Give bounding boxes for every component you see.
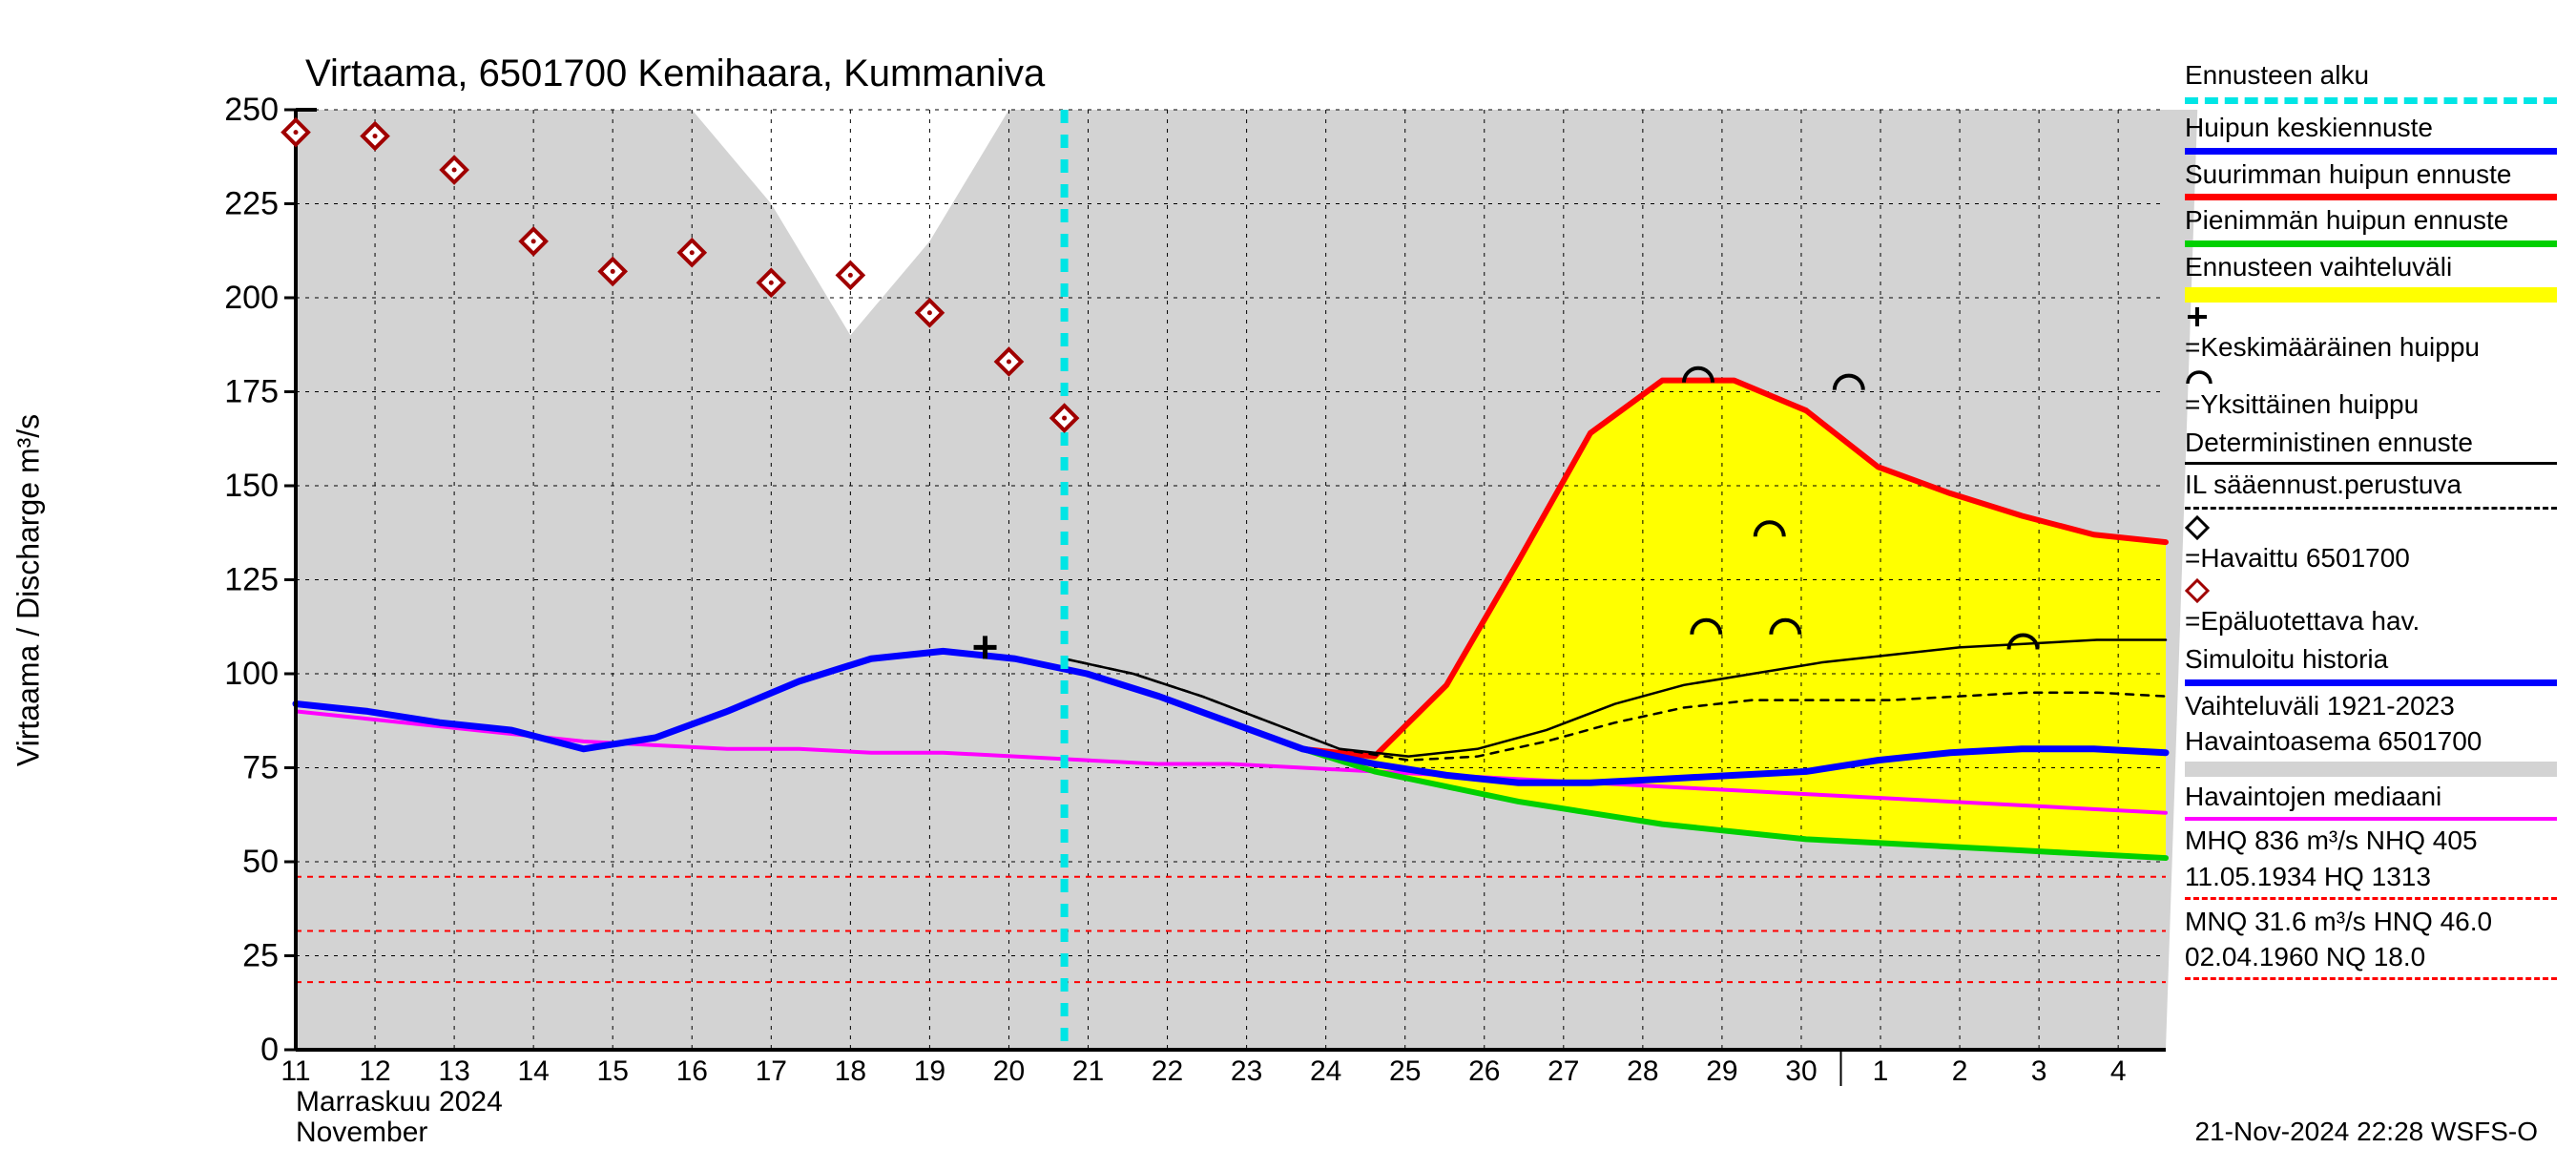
- svg-text:225: 225: [224, 186, 279, 222]
- svg-text:11: 11: [280, 1055, 310, 1087]
- svg-text:19: 19: [914, 1055, 945, 1087]
- x-axis-month-fi: Marraskuu 2024: [296, 1086, 503, 1118]
- svg-text:125: 125: [224, 562, 279, 598]
- legend-label: Ennusteen alku: [2185, 60, 2369, 90]
- svg-text:200: 200: [224, 280, 279, 316]
- svg-text:2: 2: [1952, 1055, 1968, 1087]
- svg-text:100: 100: [224, 656, 279, 692]
- legend-il-saa: IL sääennust.perustuva: [2185, 467, 2557, 515]
- legend-swatch-blue2: [2185, 679, 2557, 686]
- svg-text:28: 28: [1627, 1055, 1658, 1087]
- y-axis-label: Virtaama / Discharge m³/s: [11, 414, 47, 766]
- legend-swatch-green: [2185, 240, 2557, 247]
- legend-swatch-blue: [2185, 148, 2557, 155]
- plus-icon: [2185, 304, 2210, 329]
- legend-mnq: MNQ 31.6 m³/s HNQ 46.0 02.04.1960 NQ 18.…: [2185, 904, 2557, 985]
- legend-label: MHQ 836 m³/s NHQ 405: [2185, 825, 2478, 855]
- svg-text:15: 15: [597, 1055, 629, 1087]
- legend-label: Deterministinen ennuste: [2185, 428, 2473, 457]
- legend-huipun-keski: Huipun keskiennuste: [2185, 110, 2557, 157]
- svg-text:24: 24: [1310, 1055, 1341, 1087]
- svg-text:27: 27: [1548, 1055, 1579, 1087]
- legend-label: Ennusteen vaihteluväli: [2185, 252, 2452, 282]
- legend-swatch-reddash2: [2185, 977, 2557, 980]
- legend-label: Huipun keskiennuste: [2185, 113, 2433, 142]
- chart-svg: 0255075100125150175200225250111213141516…: [19, 19, 2557, 1126]
- legend-swatch-black-dash: [2185, 507, 2557, 510]
- legend-yksittainen: =Yksittäinen huippu: [2185, 367, 2557, 425]
- legend-pienimman: Pienimmän huipun ennuste: [2185, 202, 2557, 249]
- svg-text:13: 13: [438, 1055, 469, 1087]
- svg-text:25: 25: [242, 938, 279, 974]
- svg-text:4: 4: [2110, 1055, 2127, 1087]
- legend-label: Vaihteluväli 1921-2023: [2185, 691, 2455, 721]
- legend-label: Simuloitu historia: [2185, 644, 2388, 674]
- legend-label: =Havaittu 6501700: [2185, 543, 2410, 573]
- x-axis-month-en: November: [296, 1117, 427, 1149]
- legend-havaittu: =Havaittu 6501700: [2185, 515, 2557, 578]
- svg-text:20: 20: [993, 1055, 1025, 1087]
- legend-label: Suurimman huipun ennuste: [2185, 159, 2511, 189]
- legend-label: Havaintojen mediaani: [2185, 782, 2441, 811]
- svg-text:18: 18: [835, 1055, 866, 1087]
- svg-text:50: 50: [242, 844, 279, 880]
- svg-text:0: 0: [260, 1032, 279, 1068]
- legend-simuloitu: Simuloitu historia: [2185, 641, 2557, 688]
- svg-text:175: 175: [224, 374, 279, 410]
- legend-label: 02.04.1960 NQ 18.0: [2185, 942, 2425, 971]
- legend-swatch-black: [2185, 462, 2557, 465]
- legend-label: IL sääennust.perustuva: [2185, 470, 2462, 499]
- legend-vaihteluvali-hist: Vaihteluväli 1921-2023 Havaintoasema 650…: [2185, 688, 2557, 780]
- svg-text:26: 26: [1468, 1055, 1500, 1087]
- svg-text:29: 29: [1706, 1055, 1737, 1087]
- legend-suurimman: Suurimman huipun ennuste: [2185, 157, 2557, 203]
- legend-label: =Keskimääräinen huippu: [2185, 332, 2480, 362]
- legend-label: =Epäluotettava hav.: [2185, 606, 2420, 636]
- chart-title: Virtaama, 6501700 Kemihaara, Kummaniva: [305, 52, 1045, 95]
- legend-epaluotettava: =Epäluotettava hav.: [2185, 578, 2557, 641]
- svg-text:17: 17: [756, 1055, 787, 1087]
- legend-label: Pienimmän huipun ennuste: [2185, 205, 2508, 235]
- legend-swatch-reddash: [2185, 897, 2557, 900]
- discharge-chart-container: Virtaama / Discharge m³/s 02550751001251…: [19, 19, 2557, 1126]
- svg-text:21: 21: [1072, 1055, 1104, 1087]
- legend-swatch-cyan: [2185, 97, 2557, 104]
- svg-text:23: 23: [1231, 1055, 1262, 1087]
- svg-text:30: 30: [1785, 1055, 1817, 1087]
- legend-label: Havaintoasema 6501700: [2185, 726, 2482, 756]
- legend-keski-huippu: =Keskimääräinen huippu: [2185, 304, 2557, 367]
- legend-label: MNQ 31.6 m³/s HNQ 46.0: [2185, 907, 2492, 936]
- legend-deterministinen: Deterministinen ennuste: [2185, 425, 2557, 468]
- svg-text:150: 150: [224, 468, 279, 504]
- svg-text:25: 25: [1389, 1055, 1421, 1087]
- arc-icon: [2185, 367, 2213, 386]
- svg-text:75: 75: [242, 750, 279, 786]
- legend-label: 11.05.1934 HQ 1313: [2185, 862, 2431, 891]
- svg-text:1: 1: [1873, 1055, 1889, 1087]
- svg-text:22: 22: [1152, 1055, 1183, 1087]
- legend-mediaani: Havaintojen mediaani: [2185, 779, 2557, 823]
- legend-label: =Yksittäinen huippu: [2185, 389, 2419, 419]
- legend: Ennusteen alku Huipun keskiennuste Suuri…: [2185, 57, 2557, 984]
- legend-swatch-grey: [2185, 762, 2557, 777]
- svg-text:12: 12: [359, 1055, 390, 1087]
- diamond-icon: [2185, 515, 2210, 540]
- legend-swatch-yellow: [2185, 287, 2557, 303]
- diamond-red-icon: [2185, 578, 2210, 603]
- footer-timestamp: 21-Nov-2024 22:28 WSFS-O: [2195, 1117, 2539, 1147]
- legend-vaihteluvali-enn: Ennusteen vaihteluväli: [2185, 249, 2557, 304]
- legend-swatch-red: [2185, 194, 2557, 200]
- legend-swatch-magenta: [2185, 817, 2557, 821]
- svg-text:3: 3: [2031, 1055, 2047, 1087]
- svg-text:250: 250: [224, 92, 279, 128]
- svg-text:14: 14: [517, 1055, 549, 1087]
- legend-ennusteen-alku: Ennusteen alku: [2185, 57, 2557, 110]
- svg-text:16: 16: [676, 1055, 708, 1087]
- legend-mhq: MHQ 836 m³/s NHQ 405 11.05.1934 HQ 1313: [2185, 823, 2557, 904]
